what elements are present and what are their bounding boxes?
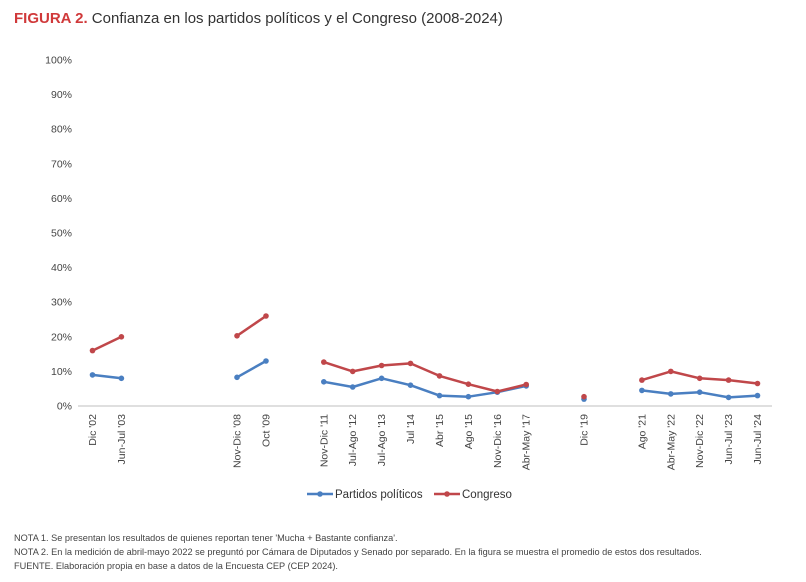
figure-title-text: Confianza en los partidos políticos y el… (91, 10, 503, 27)
y-tick-label: 60% (51, 193, 72, 205)
note-2: NOTA 2. En la medición de abril-mayo 202… (14, 547, 702, 557)
x-tick-label: Dic '02 (87, 414, 99, 446)
data-point-0 (639, 387, 645, 394)
x-tick-label: Nov-Dic '11 (318, 414, 330, 467)
note-1: NOTA 1. Se presentan los resultados de q… (14, 533, 398, 543)
data-point-1 (263, 313, 269, 319)
y-tick-label: 30% (51, 297, 72, 309)
data-point-1 (494, 388, 501, 395)
data-point-1 (668, 368, 674, 375)
y-tick-label: 90% (51, 89, 72, 101)
figure-label: FIGURA 2. (14, 10, 88, 27)
data-point-0 (668, 391, 674, 397)
data-point-0 (234, 374, 240, 381)
data-point-1 (725, 377, 732, 383)
data-point-1 (436, 373, 443, 379)
data-point-1 (234, 333, 240, 339)
data-point-1 (465, 381, 472, 388)
data-point-1 (321, 359, 327, 365)
x-tick-label: Abr-May '17 (521, 414, 533, 470)
data-point-0 (725, 394, 732, 401)
x-tick-label: Abr '15 (434, 414, 446, 447)
y-tick-label: 70% (51, 158, 72, 170)
data-point-1 (696, 375, 703, 382)
x-tick-label: Ago '15 (463, 414, 475, 449)
x-tick-label: Jul-Ago '12 (347, 414, 359, 466)
legend-label-congreso: Congreso (462, 489, 512, 501)
y-tick-label: 100% (45, 55, 72, 67)
series-line-0 (323, 377, 527, 398)
data-point-0 (263, 358, 269, 364)
series-line-0 (92, 373, 122, 380)
x-tick-label: Jun-Jul '23 (723, 414, 735, 465)
y-tick-label: 80% (51, 124, 72, 136)
x-tick-label: Abr-May '22 (665, 414, 677, 470)
data-point-1 (581, 393, 587, 400)
x-tick-label: Nov-Dic '16 (492, 414, 504, 468)
x-tick-label: Nov-Dic '22 (694, 414, 706, 468)
y-tick-label: 50% (51, 228, 72, 240)
series-points (89, 313, 761, 402)
x-tick-label: Jul-Ago '13 (376, 414, 388, 466)
y-tick-label: 40% (51, 262, 72, 274)
data-point-0 (89, 372, 96, 378)
x-tick-label: Oct '09 (260, 414, 272, 447)
data-point-1 (407, 360, 414, 367)
data-point-1 (378, 362, 385, 369)
data-point-1 (754, 380, 761, 387)
x-tick-label: Jul '14 (405, 414, 417, 444)
data-point-1 (523, 381, 529, 388)
series-line-1 (323, 360, 527, 393)
line-chart: 0% 10% 20% 30% 40% 50% 60% 70% 80% 90% 100% Dic '0… (45, 55, 772, 501)
figure-title: FIGURA 2. Confianza en los partidos polí… (14, 10, 503, 27)
y-axis-ticks: 0% 10% 20% 30% 40% 50% 60% 70% 80% 90% 100% (45, 55, 72, 413)
x-tick-label: Nov-Dic '08 (232, 414, 244, 468)
data-point-0 (754, 392, 761, 399)
series-line-1 (236, 314, 267, 337)
data-point-0 (407, 382, 414, 389)
legend-label-partidos: Partidos políticos (335, 489, 423, 501)
x-tick-label: Dic '19 (579, 414, 591, 446)
x-tick-label: Ago '21 (636, 414, 648, 449)
series-line-1 (91, 335, 122, 352)
series-lines (91, 314, 758, 399)
series-line-0 (236, 359, 267, 379)
data-point-1 (118, 334, 125, 340)
x-tick-label: Jun-Jul '03 (116, 414, 128, 465)
data-point-0 (118, 375, 125, 382)
source-note: FUENTE. Elaboración propia en base a dat… (14, 561, 338, 571)
legend-marker-partidos (317, 491, 323, 497)
data-point-1 (89, 347, 96, 354)
y-tick-label: 10% (51, 366, 72, 378)
footnotes: NOTA 1. Se presentan los resultados de q… (14, 531, 702, 573)
data-point-0 (378, 375, 385, 382)
legend: Partidos políticos Congreso (307, 489, 512, 501)
legend-marker-congreso (444, 491, 450, 497)
data-point-0 (696, 389, 703, 396)
data-point-0 (465, 393, 472, 400)
data-point-0 (349, 384, 356, 390)
y-tick-label: 0% (57, 401, 72, 413)
data-point-1 (639, 377, 645, 383)
data-point-0 (436, 392, 443, 399)
x-tick-label: Jun-Jul '24 (752, 414, 764, 465)
y-tick-label: 20% (51, 331, 72, 343)
x-axis-ticks: Dic '02 Jun-Jul '03 Nov-Dic '08 Oct '09 Nov-… (87, 414, 764, 470)
data-point-0 (321, 379, 327, 385)
data-point-1 (349, 368, 356, 375)
